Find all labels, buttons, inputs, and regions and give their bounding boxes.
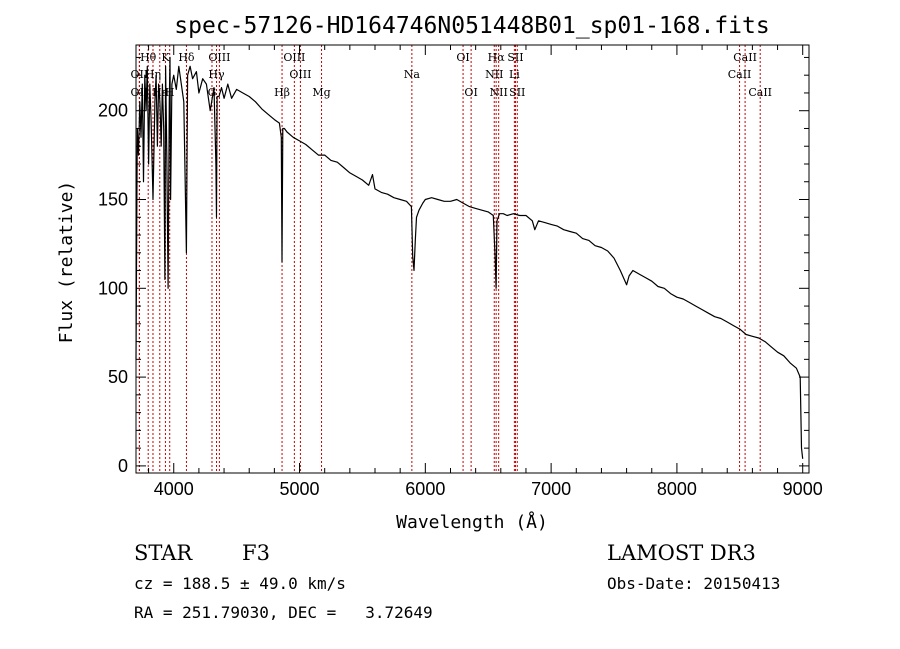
spectral-line-label: OIII (208, 51, 230, 64)
x-tick-label: 7000 (531, 479, 571, 499)
coordinates-text: RA = 251.79030, DEC = 3.72649 (134, 603, 433, 622)
obs-date-text: Obs-Date: 20150413 (607, 574, 780, 593)
spectral-line-markers (138, 45, 761, 473)
spectral-line-label: SII (507, 51, 523, 64)
spectral-line-label: Mg (312, 86, 330, 99)
object-class: STAR (134, 541, 193, 565)
x-axis-label: Wavelength (Å) (396, 511, 548, 533)
y-tick-label: 100 (98, 278, 128, 298)
spectral-line-label: G (208, 86, 217, 99)
spectral-line-label: CaII (748, 86, 772, 99)
spectral-line-label: OIII (283, 51, 305, 64)
y-tick-label: 150 (98, 190, 128, 210)
x-tick-label: 9000 (783, 479, 823, 499)
spectral-line-label: CaII (728, 68, 752, 81)
spectral-line-label: NII (490, 86, 508, 99)
spectral-line-label: Na (404, 68, 421, 81)
x-tick-label: 5000 (280, 479, 320, 499)
spectral-line-label: OII (131, 68, 149, 81)
plot-frame (135, 44, 810, 474)
object-subclass: F3 (242, 541, 270, 565)
spectral-line-label: CaII (733, 51, 757, 64)
spectral-line-label: K (161, 51, 170, 64)
y-tick-label: 50 (108, 367, 128, 387)
series-layer (135, 56, 804, 459)
spectral-line-label: NII (485, 68, 503, 81)
y-axis-label: Flux (relative) (56, 181, 77, 344)
spectrum-series-line (135, 56, 804, 459)
spectral-line-label: SII (509, 86, 525, 99)
spectral-line-label: OI (456, 51, 469, 64)
spectral-line-label: OIII (289, 68, 311, 81)
survey-name: LAMOST DR3 (607, 541, 756, 565)
spectral-line-label: Hθ (140, 51, 157, 64)
spectral-line-label: Li (509, 68, 520, 81)
x-tick-label: 4000 (154, 479, 194, 499)
spectral-line-label: Hβ (274, 86, 290, 99)
spectral-line-label: Hγ (208, 68, 225, 81)
y-tick-label: 0 (118, 456, 128, 476)
y-tick-label: 200 (98, 101, 128, 121)
spectral-line-label: OI (464, 86, 477, 99)
redshift-text: cz = 188.5 ± 49.0 km/s (134, 574, 346, 593)
spectral-line-label: Hη (145, 68, 161, 81)
x-tick-label: 8000 (657, 479, 697, 499)
chart-title: spec-57126-HD164746N051448B01_sp01-168.f… (174, 13, 769, 39)
x-tick-label: 6000 (405, 479, 445, 499)
spectral-line-label: Hα (488, 51, 506, 64)
spectral-line-label: Hδ (178, 51, 195, 64)
axis-ticks: 4000 5000 6000 7000 8000 9000 0 50 100 150 200 (98, 45, 823, 499)
